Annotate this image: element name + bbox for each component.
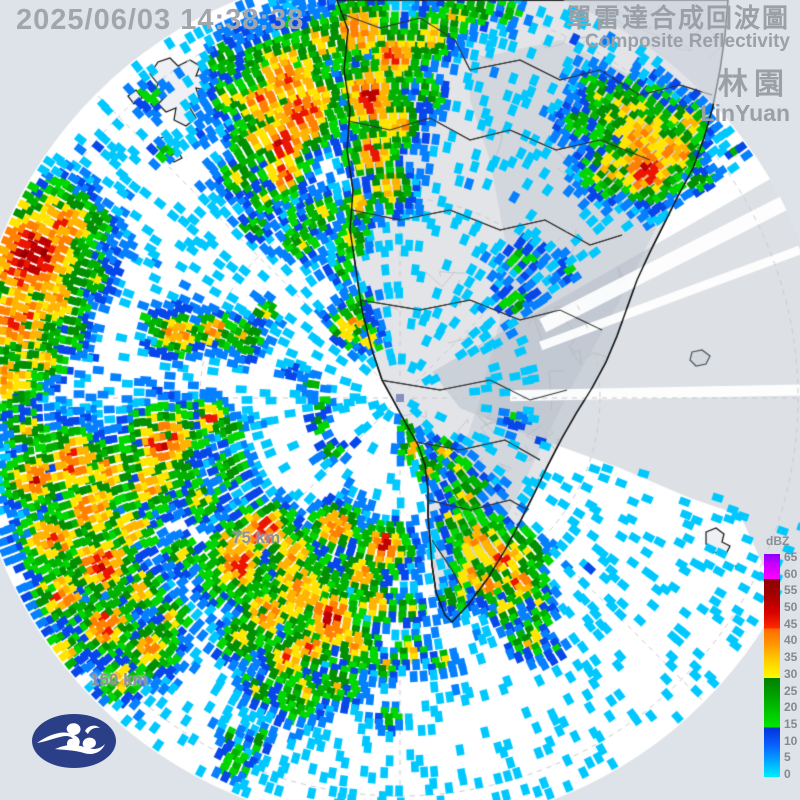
timestamp: 2025/06/03 14:38:38 [16,4,305,36]
legend-tick-10: 10 [784,733,798,748]
dbz-legend: dBZ 65 60 55 50 45 40 35 30 25 20 15 10 5 0 [762,534,800,790]
legend-unit-label: dBZ [766,534,790,548]
range-ring-label-75km: 75 km [232,528,281,547]
legend-tick-50: 50 [784,600,798,615]
legend-tick-labels: 65 60 55 50 45 40 35 30 25 20 15 10 5 0 [784,550,800,781]
legend-tick-30: 30 [784,666,798,681]
legend-tick-55: 55 [784,583,798,598]
legend-tick-45: 45 [784,616,798,631]
legend-tick-25: 25 [784,683,798,698]
range-ring-label-150km: 150 km [90,670,148,689]
legend-color-bar [764,554,780,777]
legend-tick-0: 0 [784,767,791,781]
legend-tick-5: 5 [784,750,791,765]
cwb-logo-icon [32,714,116,768]
legend-tick-40: 40 [784,633,798,648]
legend-tick-35: 35 [784,650,798,665]
legend-tick-60: 60 [784,566,798,581]
title-chinese: 單雷達合成回波圖 [565,3,790,33]
title-english: Composite Reflectivity [585,31,790,53]
title-block: 單雷達合成回波圖 Composite Reflectivity 林園 LinYu… [566,4,790,126]
station-name-chinese: 林園 [718,67,790,101]
station-name-english: LinYuan [700,99,790,126]
legend-tick-15: 15 [784,716,798,731]
legend-tick-65: 65 [784,550,798,564]
legend-tick-20: 20 [784,700,798,715]
